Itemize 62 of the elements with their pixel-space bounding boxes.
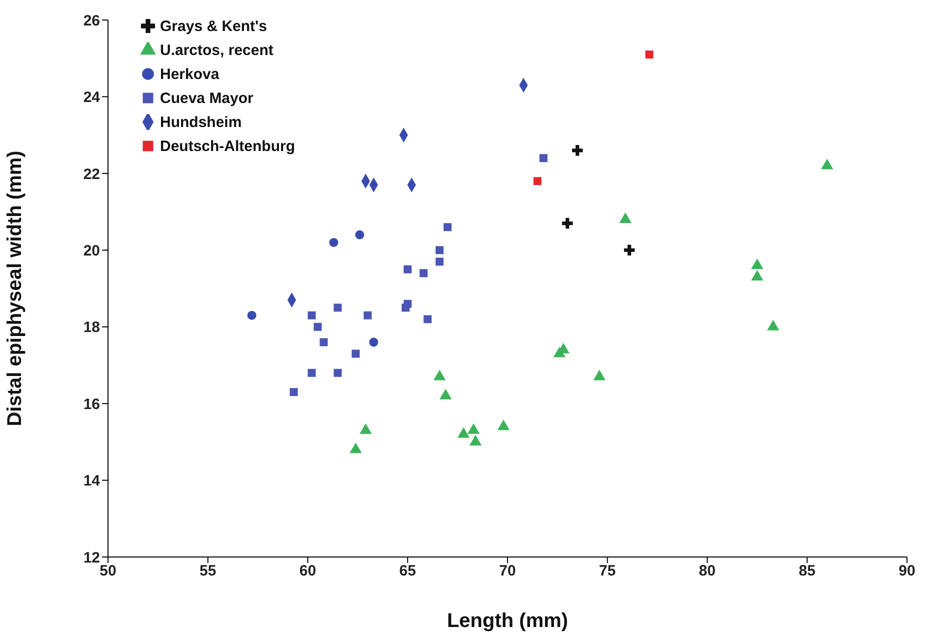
- point: [645, 50, 654, 59]
- point: [364, 311, 372, 320]
- x-tick-label: 60: [299, 562, 316, 580]
- x-tick-label: 80: [698, 562, 716, 580]
- point: [469, 434, 482, 446]
- x-tick-label: 65: [399, 562, 416, 580]
- point: [497, 420, 510, 430]
- point: [290, 388, 298, 396]
- point: [436, 246, 444, 254]
- point: [334, 368, 342, 377]
- point: [308, 368, 316, 377]
- y-tick-label: 26: [83, 12, 100, 30]
- y-tick-label: 24: [83, 89, 101, 106]
- point: [308, 311, 316, 320]
- point: [436, 258, 444, 266]
- point: [355, 230, 364, 240]
- point: [420, 269, 428, 278]
- point: [533, 177, 542, 186]
- legend-label: Grays & Kent's: [160, 18, 267, 34]
- x-axis-title: Length (mm): [446, 610, 568, 632]
- y-tick-label: 12: [83, 549, 100, 566]
- legend-label: Cueva Mayor: [160, 90, 254, 106]
- point: [751, 270, 764, 281]
- x-tick-label: 85: [798, 562, 816, 580]
- x-tick-label: 90: [898, 562, 916, 580]
- point: [404, 300, 412, 308]
- legend-label: U.arctos, recent: [160, 42, 274, 58]
- point: [539, 154, 548, 162]
- point: [444, 223, 452, 232]
- y-tick-label: 22: [83, 166, 100, 183]
- point: [424, 315, 432, 324]
- point: [624, 244, 635, 256]
- legend-label: Herkova: [160, 66, 220, 82]
- point: [593, 370, 606, 380]
- y-tick-label: 16: [83, 396, 100, 413]
- point: [352, 350, 360, 358]
- x-tick-label: 55: [200, 562, 216, 580]
- x-tick-label: 50: [100, 562, 116, 580]
- point: [350, 442, 362, 454]
- point: [320, 338, 328, 346]
- x-tick-label: 70: [499, 562, 516, 580]
- point: [360, 423, 372, 434]
- point: [334, 304, 342, 312]
- y-tick-label: 20: [83, 242, 100, 260]
- y-axis-title: Distal epiphyseal width (mm): [4, 150, 26, 426]
- point: [247, 310, 256, 320]
- point: [767, 320, 780, 330]
- point: [329, 238, 338, 247]
- point: [562, 218, 573, 229]
- legend-label: Deutsch-Altenburg: [160, 138, 295, 154]
- x-tick-label: 75: [599, 562, 616, 580]
- point: [572, 145, 583, 156]
- point: [404, 265, 412, 274]
- legend-label: Hundsheim: [160, 114, 242, 130]
- point: [467, 423, 480, 434]
- point: [457, 427, 470, 438]
- point: [440, 388, 452, 400]
- point: [434, 370, 446, 380]
- y-tick-label: 14: [83, 472, 101, 490]
- y-tick-label: 18: [83, 319, 100, 336]
- point: [369, 338, 378, 347]
- point: [314, 322, 322, 331]
